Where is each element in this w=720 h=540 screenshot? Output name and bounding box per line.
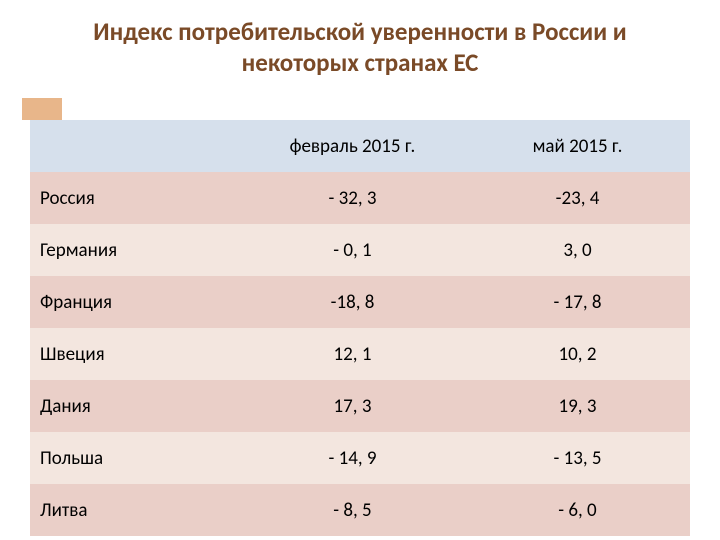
cell-value: 19, 3 (465, 380, 690, 432)
cell-country: Франция (30, 276, 240, 328)
cell-value: - 6, 0 (465, 484, 690, 536)
table-row: Польша - 14, 9 - 13, 5 (30, 432, 690, 484)
page-title: Индекс потребительской уверенности в Рос… (40, 16, 680, 79)
table-row: Франция -18, 8 - 17, 8 (30, 276, 690, 328)
cell-value: - 0, 1 (240, 224, 465, 276)
table-row: Дания 17, 3 19, 3 (30, 380, 690, 432)
table-row: Швеция 12, 1 10, 2 (30, 328, 690, 380)
col-header-1: февраль 2015 г. (240, 120, 465, 172)
title-container: Индекс потребительской уверенности в Рос… (0, 0, 720, 87)
cell-country: Германия (30, 224, 240, 276)
cell-country: Дания (30, 380, 240, 432)
col-header-0 (30, 120, 240, 172)
table-row: Германия - 0, 1 3, 0 (30, 224, 690, 276)
cell-value: -18, 8 (240, 276, 465, 328)
cell-value: 3, 0 (465, 224, 690, 276)
cell-country: Россия (30, 172, 240, 224)
col-header-2: май 2015 г. (465, 120, 690, 172)
cell-value: - 13, 5 (465, 432, 690, 484)
cell-value: - 14, 9 (240, 432, 465, 484)
cell-value: 12, 1 (240, 328, 465, 380)
cell-country: Швеция (30, 328, 240, 380)
cell-value: 10, 2 (465, 328, 690, 380)
table-row: Россия - 32, 3 -23, 4 (30, 172, 690, 224)
cell-value: - 8, 5 (240, 484, 465, 536)
cell-country: Литва (30, 484, 240, 536)
accent-bar (22, 98, 62, 120)
table-row: Литва - 8, 5 - 6, 0 (30, 484, 690, 536)
cell-country: Польша (30, 432, 240, 484)
cell-value: 17, 3 (240, 380, 465, 432)
cell-value: - 32, 3 (240, 172, 465, 224)
cell-value: -23, 4 (465, 172, 690, 224)
data-table: февраль 2015 г. май 2015 г. Россия - 32,… (30, 120, 690, 536)
table-header-row: февраль 2015 г. май 2015 г. (30, 120, 690, 172)
cell-value: - 17, 8 (465, 276, 690, 328)
